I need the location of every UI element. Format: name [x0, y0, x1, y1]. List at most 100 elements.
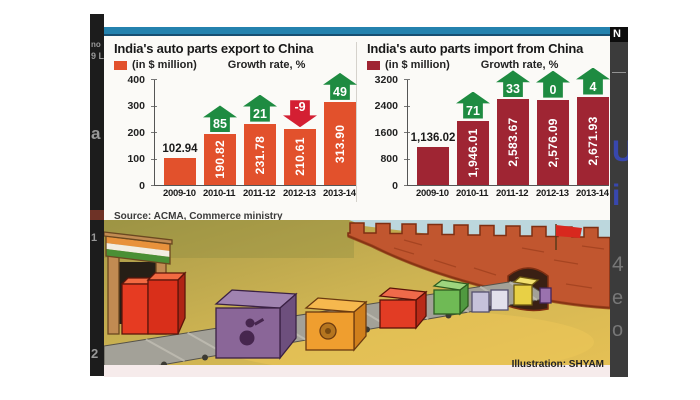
source-note: Source: ACMA, Commerce ministry: [114, 211, 283, 222]
growth-value: 71: [466, 103, 480, 118]
bar-value-label: 2,583.67: [506, 117, 520, 167]
growth-arrow-2010-11: 85: [203, 105, 237, 133]
text-fragment: 9 L: [91, 51, 104, 61]
growth-value: -9: [294, 100, 306, 115]
india-gate: [104, 231, 187, 335]
chart-legend: (in $ million) Growth rate, %: [114, 59, 356, 71]
legend-label: (in $ million): [385, 59, 450, 71]
credit-strip: [104, 365, 610, 377]
plot-wrap: 0 800 1600 2400 3200 1,136.02 1,946.01 71 2,583…: [367, 67, 610, 192]
x-tick-label: 2013-14: [323, 188, 356, 199]
y-axis: 0 100 200 300 400: [114, 74, 157, 192]
charts-row: India's auto parts export to China (in $…: [104, 36, 610, 208]
y-axis: 0 800 1600 2400 3200: [367, 74, 410, 192]
chart-legend: (in $ million) Growth rate, %: [367, 59, 609, 71]
illustration-credit: Illustration: SHYAM: [511, 359, 604, 370]
x-tick-label: 2012-13: [283, 188, 316, 199]
x-tick-label: 2010-11: [456, 188, 489, 199]
background-page-right-strip: N — U i 4 e o: [610, 27, 628, 377]
bar-2011-12: 231.78 21: [243, 94, 277, 185]
growth-value: 0: [549, 82, 557, 97]
y-tick-label: 200: [127, 126, 145, 139]
text-fragment: U: [612, 135, 628, 168]
bar-value-label: 1,946.01: [466, 128, 480, 178]
y-tick-label: 300: [127, 100, 145, 112]
plot-area: 102.94 190.82 85 231.78 21 210.61 -9 313.90 49: [154, 72, 357, 186]
growth-value: 21: [253, 106, 267, 121]
x-tick-label: 2012-13: [536, 188, 569, 199]
growth-arrow-2012-13: 0: [536, 70, 570, 98]
growth-arrow-2013-14: 49: [323, 72, 357, 100]
bar-2012-13: 2,576.09 0: [536, 70, 570, 185]
purple-box: [214, 289, 298, 360]
growth-arrow-2011-12: 21: [243, 94, 277, 122]
growth-arrow-2012-13: -9: [283, 100, 317, 128]
robot-glyph: [239, 318, 265, 346]
text-fragment: 2: [91, 346, 99, 361]
bar-2011-12: 2,583.67 33: [496, 70, 530, 185]
growth-value: 33: [506, 82, 520, 97]
bar-2010-11: 1,946.01 71: [456, 91, 490, 185]
bar-2013-14: 2,671.93 4: [576, 67, 610, 185]
growth-rate-label: Growth rate, %: [480, 59, 559, 71]
plot-wrap: 0 100 200 300 400 102.94 190.82 85 231.78 21 210.…: [114, 72, 357, 192]
legend-swatch: [367, 60, 380, 70]
bar-2009-10: 102.94: [162, 143, 198, 185]
legend-label: (in $ million): [132, 59, 197, 71]
wall-bricks: [393, 239, 605, 289]
infographic-top-bar: [104, 27, 610, 36]
legend-swatch: [114, 60, 127, 70]
image-sliver: [90, 210, 104, 220]
y-tick-label: 800: [380, 153, 398, 165]
text-fragment: a: [91, 124, 101, 143]
export-red-boxes: [120, 271, 187, 335]
bar-value-label: 190.82: [213, 140, 227, 179]
x-axis-labels: 2009-10 2010-11 2011-12 2012-13 2013-14: [407, 188, 609, 199]
red-box: [378, 287, 428, 330]
growth-arrow-2010-11: 71: [456, 91, 490, 119]
growth-value: 49: [333, 84, 347, 99]
x-tick-label: 2009-10: [163, 188, 196, 199]
text-fragment: 4: [612, 253, 624, 276]
text-fragment: e: [612, 287, 624, 309]
text-fragment: o: [612, 319, 624, 341]
tricolor-green: [106, 249, 170, 264]
text-fragment: no: [91, 40, 101, 49]
background-page-left-strip: no 9 L a 1 2: [90, 14, 104, 376]
small-purple-box: [539, 287, 552, 304]
tricolor-saffron: [106, 236, 170, 251]
x-tick-label: 2011-12: [496, 188, 529, 199]
growth-arrow-2011-12: 33: [496, 70, 530, 98]
growth-rate-label: Growth rate, %: [227, 59, 306, 71]
text-fragment: i: [612, 179, 621, 212]
illustration-svg: [104, 220, 610, 365]
x-tick-label: 2013-14: [576, 188, 609, 199]
growth-value: 85: [213, 117, 227, 132]
illustration: [104, 220, 610, 365]
bar-value-label: 313.90: [333, 124, 347, 163]
plot-area: 1,136.02 1,946.01 71 2,583.67 33 2,576.09 0 2,6…: [407, 67, 610, 186]
x-axis-labels: 2009-10 2010-11 2011-12 2012-13 2013-14: [154, 188, 356, 199]
panel-divider: [356, 42, 357, 202]
bar-value-label: 1,136.02: [410, 132, 456, 145]
growth-arrow-2013-14: 4: [576, 67, 610, 95]
bar-value-label: 231.78: [253, 135, 267, 174]
text-fragment: 1: [91, 232, 98, 244]
y-tick-label: 0: [139, 179, 145, 192]
x-tick-label: 2009-10: [416, 188, 449, 199]
bar-2009-10: 1,136.02: [411, 132, 455, 185]
infographic: India's auto parts export to China (in $…: [104, 27, 610, 377]
y-tick-label: 400: [127, 73, 145, 86]
y-tick-label: 0: [392, 179, 398, 192]
gate-cap: [104, 231, 173, 245]
growth-value: 4: [589, 79, 597, 94]
bar-value-label: 210.61: [293, 137, 307, 177]
y-tick-label: 2400: [374, 100, 398, 112]
bar-2010-11: 190.82 85: [203, 105, 237, 185]
cargo-boxes: [214, 276, 552, 360]
lavender-boxes: [471, 289, 509, 313]
import-chart-panel: India's auto parts import from China (in…: [357, 36, 610, 208]
tricolor-white: [106, 243, 170, 257]
y-tick-mark: [404, 79, 410, 80]
text-fragment: N: [610, 27, 628, 42]
